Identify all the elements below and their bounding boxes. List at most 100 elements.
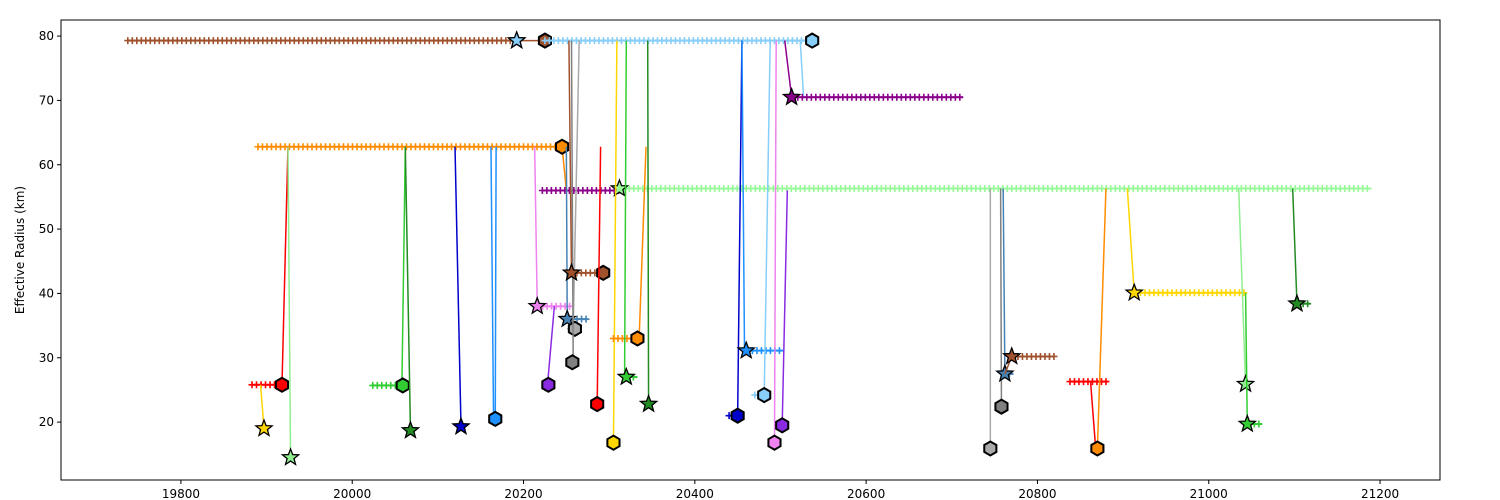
x-tick-label: 20800 (1018, 487, 1056, 500)
track-point (775, 347, 783, 355)
end-marker (567, 320, 582, 337)
track-point (582, 315, 590, 323)
track-link (612, 40, 618, 443)
start-marker (781, 86, 802, 106)
storm-track-15 (541, 306, 556, 393)
track-link (999, 188, 1003, 407)
end-marker (983, 440, 998, 457)
track-link (1291, 188, 1298, 304)
track-link (490, 146, 495, 419)
storm-track-35 (1090, 188, 1107, 457)
track-link (1244, 292, 1249, 425)
track-link (287, 146, 292, 458)
track-link (401, 146, 407, 386)
track-link (404, 146, 412, 431)
y-tick-label: 30 (39, 351, 54, 365)
plot-frame (60, 19, 1441, 481)
end-marker (541, 376, 556, 393)
track-link (281, 146, 289, 385)
track-link (546, 306, 556, 385)
end-marker (596, 264, 611, 281)
end-marker (994, 398, 1009, 415)
start-marker (506, 30, 527, 49)
track-link (646, 40, 650, 405)
storm-track-39 (1287, 188, 1312, 313)
track-link (1002, 188, 1006, 374)
track-link (1237, 188, 1247, 385)
storm-track-17 (567, 40, 582, 337)
x-tick-label: 21200 (1361, 487, 1399, 500)
end-marker (1090, 440, 1105, 457)
start-marker (1001, 346, 1022, 365)
track-link (638, 146, 647, 339)
start-marker (451, 416, 471, 435)
x-tick-label: 20200 (504, 487, 542, 500)
start-marker (1124, 282, 1145, 302)
start-marker (1237, 413, 1258, 433)
y-axis: 20 30 40 50 60 70 80 (39, 29, 61, 429)
storm-track-36 (1124, 188, 1248, 302)
x-tick-label: 21000 (1190, 487, 1228, 500)
storm-track-13 (488, 146, 503, 428)
y-tick-label: 20 (39, 415, 54, 429)
end-marker (730, 407, 745, 424)
end-marker (757, 386, 772, 404)
storm-track-2 (506, 30, 820, 98)
end-marker (555, 138, 570, 155)
storm-track-8 (254, 384, 274, 437)
start-marker (561, 262, 582, 282)
storm-track-30 (983, 188, 998, 457)
end-marker (775, 417, 790, 434)
storm-track-12 (451, 146, 471, 435)
track-link (1096, 188, 1107, 449)
storm-track-31 (994, 188, 1009, 415)
track-link (736, 40, 743, 416)
storm-track-9 (280, 146, 301, 466)
track-point (1102, 378, 1110, 386)
start-marker (1235, 373, 1256, 393)
track-link (781, 190, 789, 426)
track-point (1050, 352, 1058, 360)
track-link (565, 146, 568, 320)
y-tick-label: 40 (39, 286, 54, 300)
track-link (454, 146, 462, 427)
start-marker (400, 420, 421, 439)
x-tick-label: 19800 (162, 487, 200, 500)
storm-track-38 (1237, 292, 1263, 433)
track-point (1363, 185, 1371, 193)
storm-track-3 (781, 40, 964, 106)
end-marker (767, 434, 782, 451)
storm-track-29 (775, 190, 790, 434)
storm-track-14 (527, 146, 574, 315)
track-link (494, 146, 497, 419)
end-marker (630, 330, 645, 347)
end-marker (805, 32, 820, 49)
start-marker (280, 447, 301, 466)
storm-track-7 (248, 146, 290, 393)
plot-area (61, 20, 1440, 480)
storm-track-37 (1235, 188, 1256, 393)
x-tick-label: 20600 (847, 487, 885, 500)
track-point (1304, 300, 1312, 308)
start-marker (736, 340, 757, 360)
track-link (799, 40, 805, 98)
storm-track-1 (124, 30, 552, 49)
track-point (956, 93, 964, 101)
storm-track-24 (638, 40, 659, 413)
storm-track-23 (616, 40, 638, 386)
storm-track-20 (590, 146, 605, 413)
storm-track-10 (369, 146, 410, 394)
y-tick-label: 80 (39, 29, 54, 43)
track-link (596, 146, 602, 405)
track-link (572, 40, 580, 329)
start-marker (616, 366, 637, 386)
end-marker (395, 377, 410, 394)
storm-track-21 (606, 40, 621, 451)
storm-track-34 (1066, 378, 1110, 449)
start-marker (254, 418, 274, 437)
storm-track-11 (400, 146, 421, 439)
storm-track-28 (767, 40, 782, 451)
track-link (784, 40, 793, 98)
x-tick-label: 20000 (333, 487, 371, 500)
storm-track-4 (254, 138, 570, 191)
